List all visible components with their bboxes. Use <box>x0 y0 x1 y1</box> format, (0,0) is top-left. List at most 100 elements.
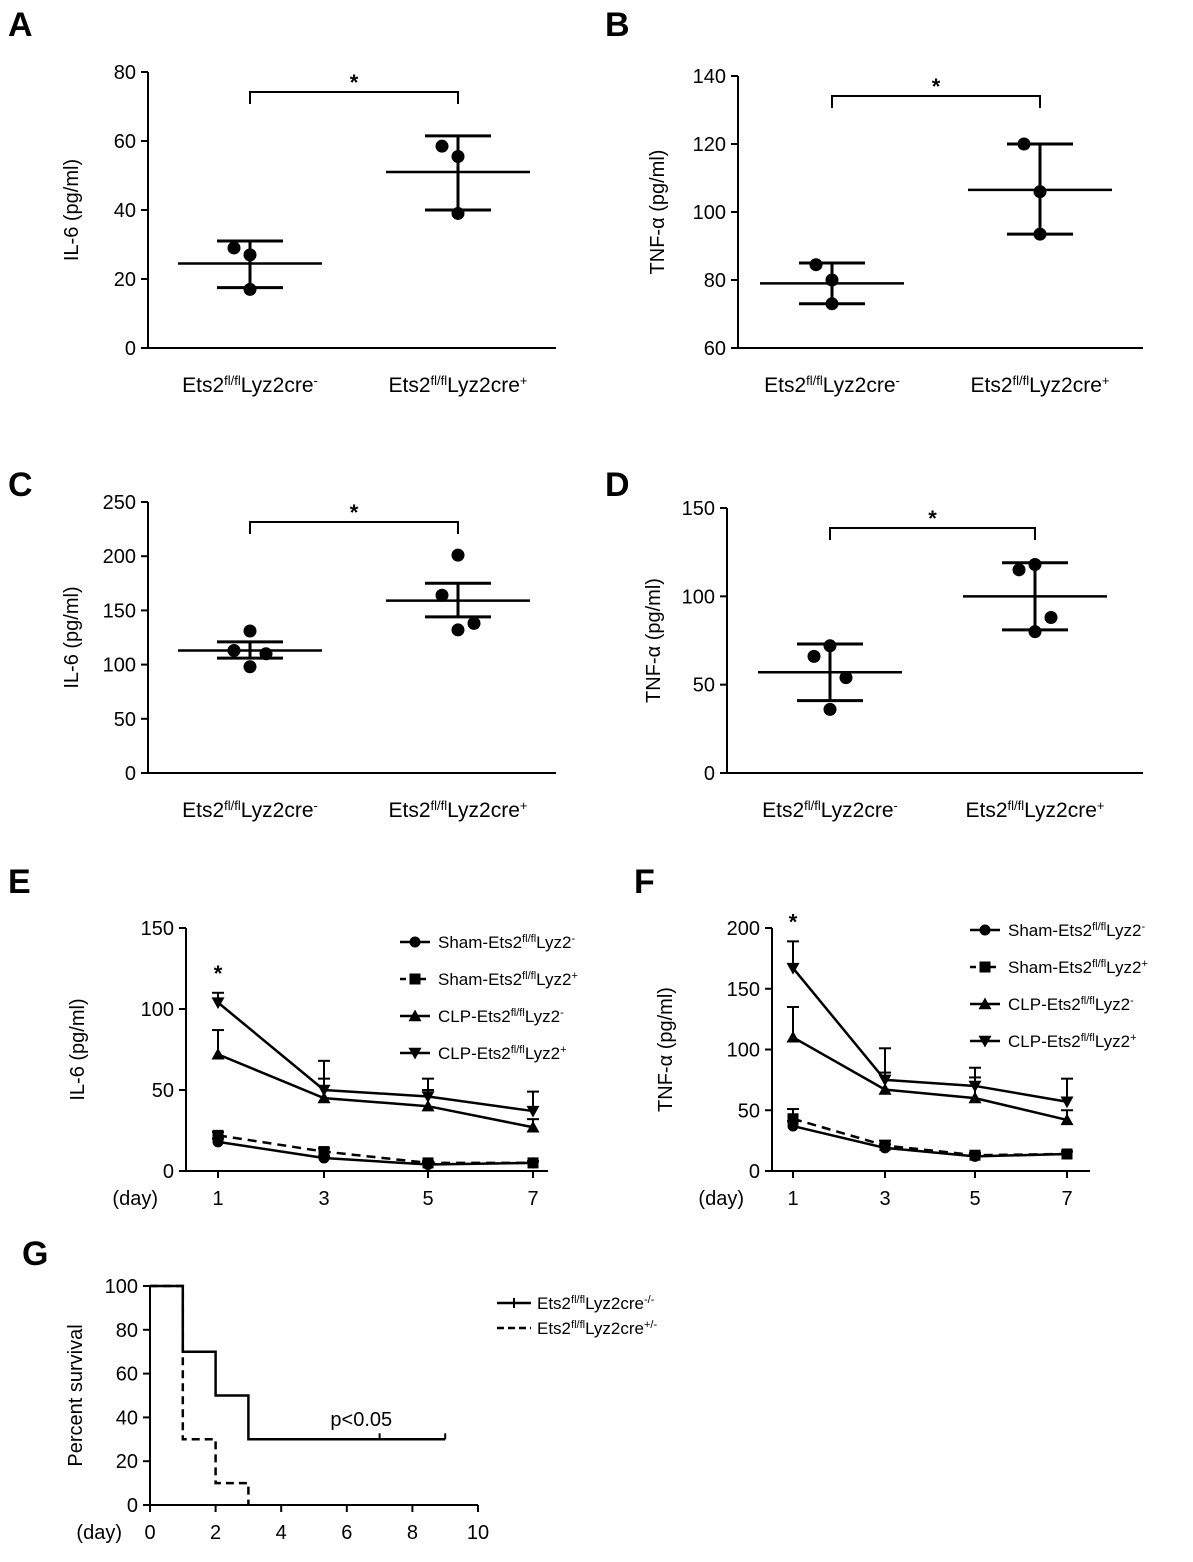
legend-label: CLP-Ets2fl/flLyz2+ <box>438 1044 567 1063</box>
panel-c: C 0 50 100 150 200 250 IL-6 (pg/ml) Ets2fl/flLyz… <box>8 466 556 822</box>
y-tick-label: 120 <box>693 134 726 156</box>
legend-label: Ets2fl/flLyz2cre+/- <box>537 1319 657 1338</box>
data-point <box>786 962 800 975</box>
legend-label: CLP-Ets2fl/flLyz2- <box>438 1007 564 1026</box>
y-axis-title: Percent survival <box>65 1324 87 1466</box>
data-point <box>451 623 465 637</box>
data-point <box>1033 185 1047 199</box>
x-tick-label: 7 <box>527 1188 538 1210</box>
y-tick-label: 40 <box>116 1407 138 1429</box>
y-tick-label: 40 <box>114 200 136 222</box>
y-tick-label: 50 <box>114 709 136 731</box>
x-axis-title: (day) <box>698 1188 744 1210</box>
panel-label: B <box>605 6 630 44</box>
panel-g: G 0 20 40 60 80 100 Percent survival 0 2 4 6 8 10 (day… <box>22 1235 657 1544</box>
data-point <box>968 1091 982 1104</box>
x-category-label: Ets2fl/flLyz2cre- <box>182 373 318 398</box>
x-tick-label: 5 <box>969 1188 980 1210</box>
legend-entry: CLP-Ets2fl/flLyz2- <box>400 1007 564 1026</box>
data-point <box>878 1074 892 1087</box>
legend-marker <box>978 1035 992 1048</box>
series-line <box>792 1117 1068 1157</box>
data-point <box>823 702 837 716</box>
y-tick-label: 50 <box>738 1100 760 1122</box>
data-point <box>968 1080 982 1093</box>
legend-marker <box>408 1009 422 1022</box>
x-tick-label: 2 <box>210 1522 221 1544</box>
data-point <box>786 1030 800 1043</box>
y-axis-title: TNF-α (pg/ml) <box>647 150 669 275</box>
significance-star: * <box>350 70 359 95</box>
series-triangle-down <box>786 940 1074 1109</box>
data-point <box>839 671 853 685</box>
series-line <box>217 1053 534 1129</box>
panel-label: F <box>634 863 655 901</box>
data-point <box>227 241 241 255</box>
legend-marker <box>409 973 421 985</box>
x-tick-label: 3 <box>318 1188 329 1210</box>
x-tick-label: 1 <box>212 1188 223 1210</box>
data-point <box>243 660 257 674</box>
panel-f: F 0 50 100 150 200 TNF-α (pg/ml) 1 3 5 7 (day) Sham-… <box>634 863 1148 1210</box>
y-axis-title: TNF-α (pg/ml) <box>655 987 677 1112</box>
data-group <box>758 639 902 716</box>
y-tick-label: 140 <box>693 66 726 88</box>
data-point <box>1028 558 1042 572</box>
x-category-label: Ets2fl/flLyz2cre- <box>762 798 898 823</box>
legend-marker <box>409 936 421 948</box>
y-tick-label: 250 <box>103 492 136 514</box>
y-tick-label: 150 <box>103 600 136 622</box>
y-tick-label: 50 <box>152 1080 174 1102</box>
data-point <box>317 1091 331 1104</box>
y-tick-label: 60 <box>114 131 136 153</box>
data-point <box>1028 625 1042 639</box>
data-point <box>435 588 449 602</box>
series-circle <box>212 1136 539 1171</box>
data-point <box>1060 1096 1074 1109</box>
data-point <box>227 644 241 658</box>
series-square <box>212 1129 539 1169</box>
series-line <box>792 1124 1068 1158</box>
y-tick-label: 0 <box>125 338 136 360</box>
legend-entry: Sham-Ets2fl/flLyz2+ <box>400 970 578 989</box>
data-point <box>526 1120 540 1133</box>
significance-star: * <box>932 74 941 99</box>
data-point <box>1044 611 1058 625</box>
legend-entry: Sham-Ets2fl/flLyz2+ <box>970 958 1148 977</box>
y-axis-title: IL-6 (pg/ml) <box>67 998 89 1100</box>
panel-b: B 60 80 100 120 140 TNF-α (pg/ml) Ets2fl/flLyz2… <box>605 6 1143 397</box>
data-point <box>259 647 273 661</box>
data-point <box>467 616 481 630</box>
x-tick-label: 4 <box>276 1522 287 1544</box>
legend-marker <box>408 1047 422 1060</box>
legend-label: CLP-Ets2fl/flLyz2+ <box>1008 1032 1137 1051</box>
series-line <box>792 967 1068 1103</box>
legend-marker <box>978 997 992 1010</box>
y-tick-label: 150 <box>727 979 760 1001</box>
data-point <box>1033 227 1047 241</box>
x-category-label: Ets2fl/flLyz2cre- <box>182 798 318 823</box>
x-category-label: Ets2fl/flLyz2cre- <box>764 373 900 398</box>
data-group <box>963 558 1107 639</box>
series-line <box>217 1001 534 1113</box>
significance-star: * <box>214 961 223 986</box>
data-group <box>386 548 530 637</box>
data-point <box>825 297 839 311</box>
data-point <box>451 150 465 164</box>
legend-entry: CLP-Ets2fl/flLyz2- <box>970 995 1134 1014</box>
panel-label: G <box>22 1235 48 1273</box>
legend-label: CLP-Ets2fl/flLyz2- <box>1008 995 1134 1014</box>
series-square <box>787 1108 1073 1161</box>
data-point <box>212 1129 224 1141</box>
x-tick-label: 8 <box>407 1522 418 1544</box>
data-point <box>809 258 823 272</box>
panel-label: D <box>605 466 630 504</box>
survival-curve <box>150 1284 250 1505</box>
x-tick-label: 0 <box>144 1522 155 1544</box>
panel-e: E 0 50 100 150 IL-6 (pg/ml) 1 3 5 7 (day) Sham-Ets2… <box>8 863 578 1210</box>
data-group <box>386 134 530 220</box>
legend-entry: CLP-Ets2fl/flLyz2+ <box>400 1044 567 1063</box>
significance-star: * <box>789 909 798 934</box>
y-tick-label: 0 <box>704 763 715 785</box>
